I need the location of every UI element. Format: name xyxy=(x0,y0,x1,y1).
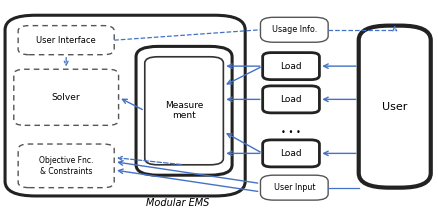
Text: Usage Info.: Usage Info. xyxy=(272,25,317,34)
FancyBboxPatch shape xyxy=(136,46,232,175)
Text: User Input: User Input xyxy=(274,183,315,192)
FancyBboxPatch shape xyxy=(359,26,431,188)
Text: Modular EMS: Modular EMS xyxy=(146,198,210,208)
FancyBboxPatch shape xyxy=(14,69,119,125)
FancyBboxPatch shape xyxy=(263,86,319,113)
Text: User Interface: User Interface xyxy=(36,36,96,45)
Text: User: User xyxy=(382,102,407,112)
Text: Load: Load xyxy=(280,62,302,71)
Text: Load: Load xyxy=(280,95,302,104)
FancyBboxPatch shape xyxy=(145,57,223,165)
Text: Objective Fnc.
& Constraints: Objective Fnc. & Constraints xyxy=(39,156,93,176)
FancyBboxPatch shape xyxy=(263,140,319,167)
FancyBboxPatch shape xyxy=(263,53,319,80)
Text: • • •: • • • xyxy=(281,128,301,137)
FancyBboxPatch shape xyxy=(18,26,114,55)
FancyBboxPatch shape xyxy=(261,17,328,42)
Text: Measure
ment: Measure ment xyxy=(165,101,203,120)
FancyBboxPatch shape xyxy=(261,175,328,200)
FancyBboxPatch shape xyxy=(18,144,114,188)
Text: Load: Load xyxy=(280,149,302,158)
FancyBboxPatch shape xyxy=(5,15,245,196)
Text: Solver: Solver xyxy=(52,93,81,102)
